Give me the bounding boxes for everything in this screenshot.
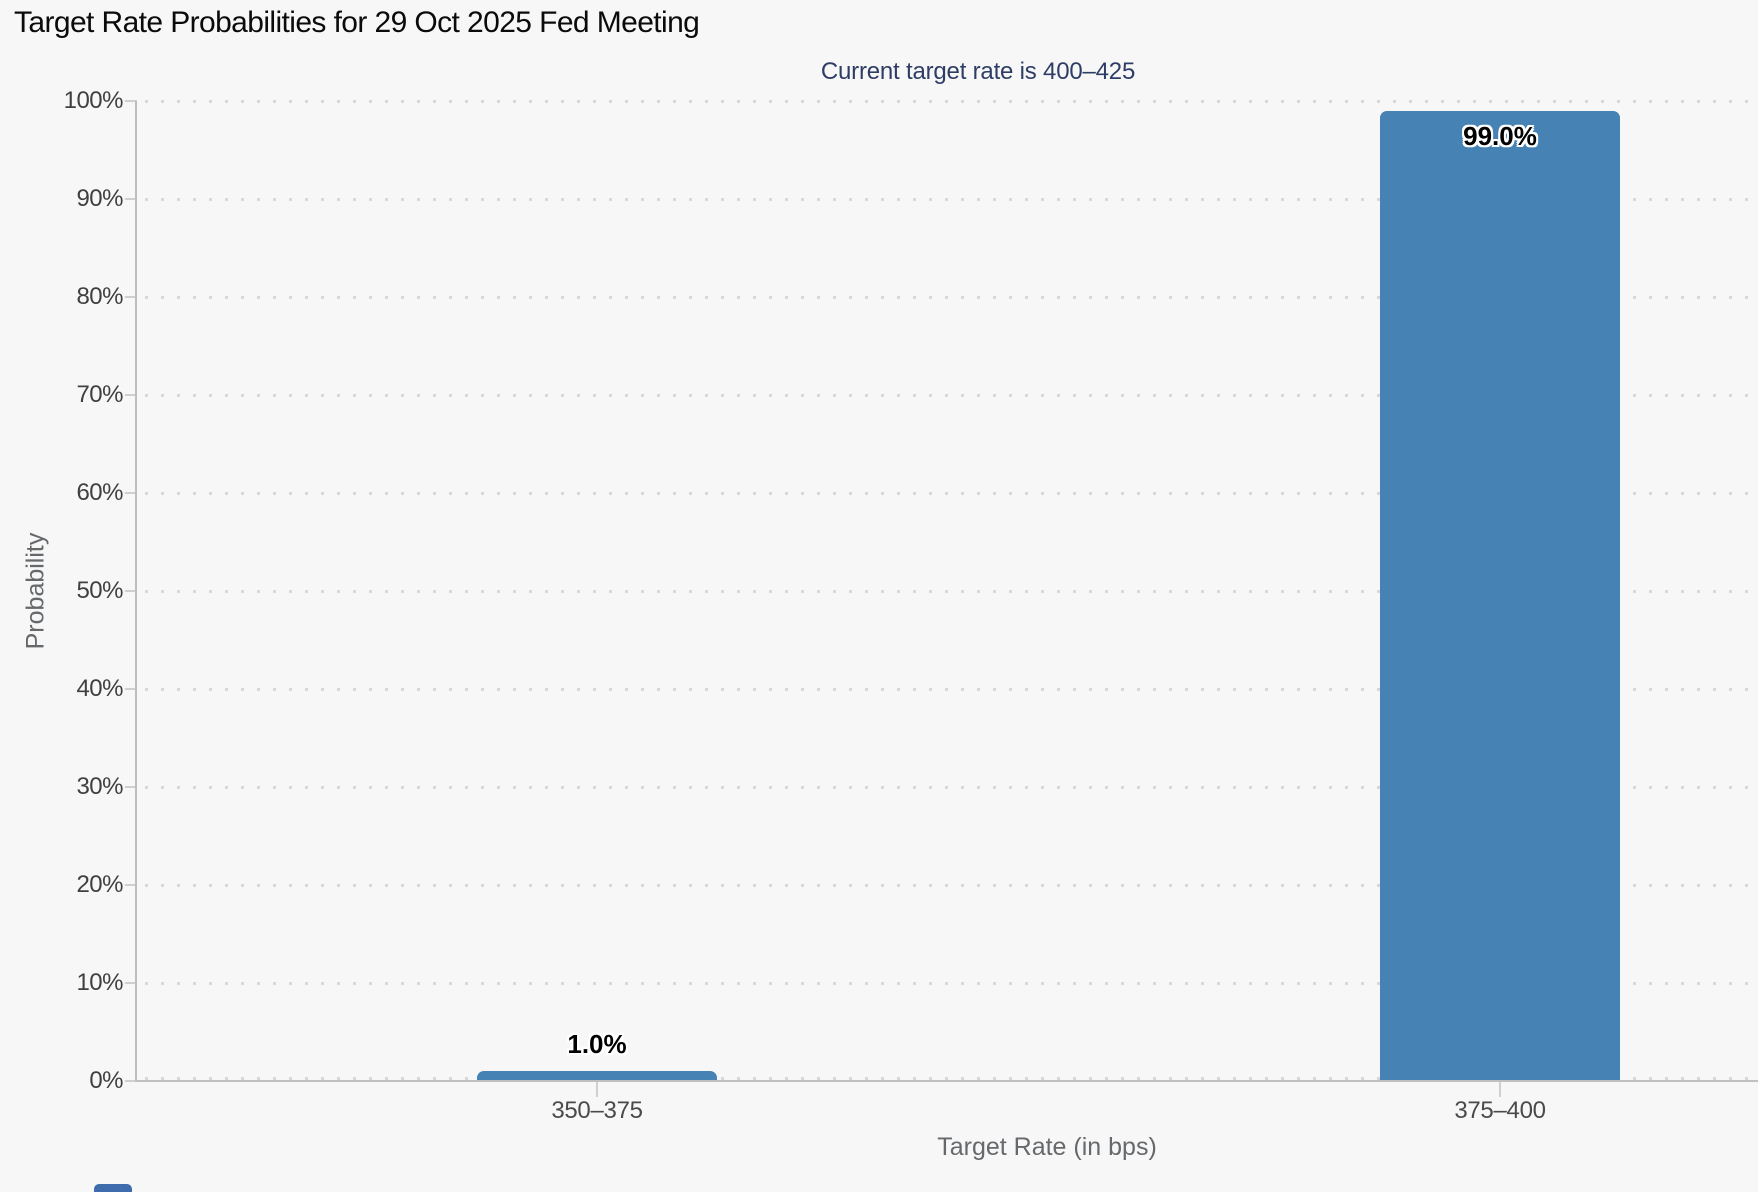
y-tick (125, 1080, 137, 1082)
x-axis-line (135, 1080, 1758, 1082)
chart-title: Target Rate Probabilities for 29 Oct 202… (14, 6, 700, 39)
y-tick (125, 198, 137, 200)
y-tick-label: 100% (63, 87, 124, 114)
y-tick (125, 394, 137, 396)
y-tick (125, 590, 137, 592)
x-axis-title: Target Rate (in bps) (937, 1133, 1157, 1161)
y-grid-line (145, 589, 1758, 593)
y-tick (125, 982, 137, 984)
y-tick-label: 70% (76, 381, 123, 408)
y-tick (125, 492, 137, 494)
y-grid-line (145, 1077, 1758, 1080)
y-tick (125, 786, 137, 788)
bar[interactable] (477, 1071, 717, 1081)
y-grid-line (145, 99, 1758, 103)
y-grid-line (145, 393, 1758, 397)
y-grid-line (145, 197, 1758, 201)
bar-value-label: 99.0% (1463, 120, 1537, 151)
y-grid-line (145, 491, 1758, 495)
y-grid-line (145, 981, 1758, 985)
y-tick-label: 30% (76, 773, 123, 800)
x-tick (1499, 1082, 1501, 1097)
y-tick-label: 60% (76, 479, 123, 506)
y-grid-line (145, 883, 1758, 887)
x-tick-label: 350–375 (551, 1097, 643, 1124)
y-grid-line (145, 785, 1758, 789)
y-tick (125, 296, 137, 298)
y-tick-label: 10% (76, 969, 123, 996)
y-tick-label: 20% (76, 871, 123, 898)
partial-bottom-button[interactable] (94, 1184, 132, 1192)
y-tick (125, 688, 137, 690)
y-axis-line (135, 101, 137, 1081)
bar-value-label: 1.0% (567, 1029, 627, 1060)
y-tick (125, 100, 137, 102)
y-tick-label: 0% (89, 1067, 123, 1094)
y-tick-label: 80% (76, 283, 123, 310)
y-tick-label: 50% (76, 577, 123, 604)
y-grid-line (145, 295, 1758, 299)
y-grid-line (145, 687, 1758, 691)
bar[interactable] (1380, 110, 1620, 1081)
y-tick-label: 90% (76, 185, 123, 212)
x-tick-label: 375–400 (1454, 1097, 1546, 1124)
x-tick (596, 1082, 598, 1097)
y-tick (125, 884, 137, 886)
chart-subtitle: Current target rate is 400–425 (820, 58, 1136, 85)
y-tick-label: 40% (76, 675, 123, 702)
